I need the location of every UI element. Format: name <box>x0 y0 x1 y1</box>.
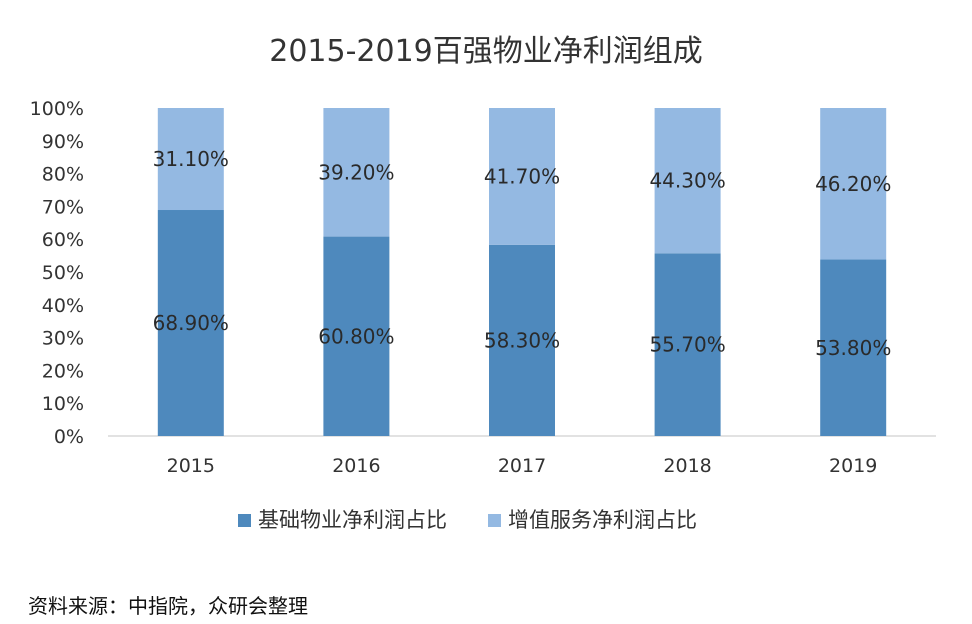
y-tick-label: 20% <box>42 360 84 382</box>
data-label: 44.30% <box>649 169 725 193</box>
y-tick-label: 40% <box>42 295 84 317</box>
x-tick-label: 2017 <box>498 455 546 477</box>
data-label: 60.80% <box>318 324 394 348</box>
data-label: 31.10% <box>153 147 229 171</box>
x-tick-label: 2015 <box>167 455 215 477</box>
y-tick-label: 10% <box>42 393 84 415</box>
bar-value-added <box>489 108 555 245</box>
legend-label: 增值服务净利润占比 <box>508 508 697 532</box>
data-label: 41.70% <box>484 164 560 188</box>
x-tick-label: 2016 <box>332 455 380 477</box>
bar-value-added <box>820 108 887 260</box>
y-tick-label: 80% <box>42 164 84 186</box>
bar-basic-property <box>820 259 887 436</box>
y-tick-label: 30% <box>42 328 84 350</box>
chart-title: 2015-2019百强物业净利润组成 <box>269 34 703 69</box>
data-label: 53.80% <box>815 336 891 360</box>
bar-value-added <box>157 108 224 211</box>
legend-swatch-basic <box>238 514 251 527</box>
data-label: 39.20% <box>318 160 394 184</box>
data-label: 46.20% <box>815 172 891 196</box>
bar-basic-property <box>323 236 390 436</box>
y-tick-label: 70% <box>42 196 84 218</box>
data-label: 68.90% <box>153 311 229 335</box>
data-label: 58.30% <box>484 328 560 352</box>
x-tick-label: 2019 <box>829 455 877 477</box>
y-tick-label: 60% <box>42 229 84 251</box>
legend-swatch-value-added <box>488 514 501 527</box>
y-tick-label: 50% <box>42 262 84 284</box>
y-tick-label: 0% <box>54 426 84 448</box>
bar-basic-property <box>489 244 555 436</box>
y-tick-label: 90% <box>42 131 84 153</box>
x-tick-label: 2018 <box>663 455 711 477</box>
bar-value-added <box>323 108 390 237</box>
data-label: 55.70% <box>649 333 725 357</box>
bar-value-added <box>654 108 721 254</box>
bar-basic-property <box>654 253 721 436</box>
legend-label: 基础物业净利润占比 <box>258 508 447 532</box>
bar-basic-property <box>157 210 224 436</box>
source-note: 资料来源：中指院，众研会整理 <box>28 594 308 618</box>
y-tick-label: 100% <box>30 98 84 120</box>
